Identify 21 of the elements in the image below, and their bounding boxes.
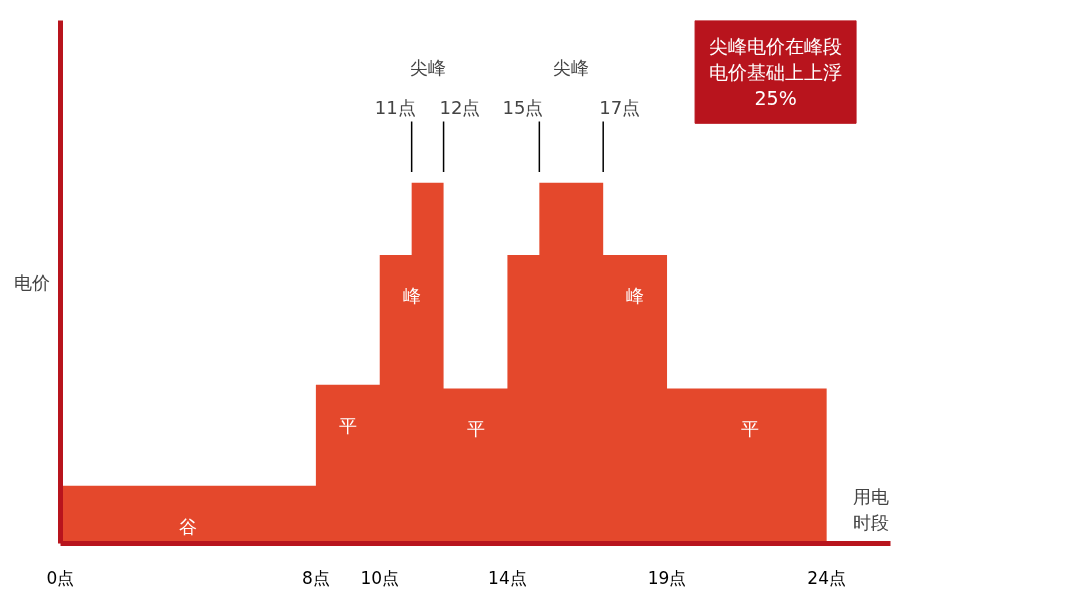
annotation: 峰 xyxy=(402,284,421,306)
text: 12点 xyxy=(439,96,481,118)
annotation: 谷 xyxy=(179,515,198,537)
text: 11点 xyxy=(374,96,416,118)
x-tick-label: 24点 xyxy=(807,567,846,588)
text: 尖峰 xyxy=(553,56,590,78)
text: 尖峰电价在峰段电价基础上上浮25% xyxy=(709,34,843,110)
annotation: 平 xyxy=(338,414,357,436)
x-tick-label: 8点 xyxy=(301,567,330,588)
text: 尖峰 xyxy=(409,56,446,78)
annotation: 峰 xyxy=(626,284,645,306)
x-tick-label: 0点 xyxy=(46,567,75,588)
x-tick-label: 14点 xyxy=(488,567,527,588)
x-tick-label: 19点 xyxy=(647,567,687,588)
y-axis-title: 电价 xyxy=(13,271,50,293)
annotation: 平 xyxy=(741,418,760,440)
text: 17点 xyxy=(599,96,641,118)
text: 15点 xyxy=(502,96,544,118)
x-axis-title: 用电时段 xyxy=(853,486,890,533)
x-tick-label: 10点 xyxy=(360,567,400,588)
annotation: 平 xyxy=(466,418,485,440)
